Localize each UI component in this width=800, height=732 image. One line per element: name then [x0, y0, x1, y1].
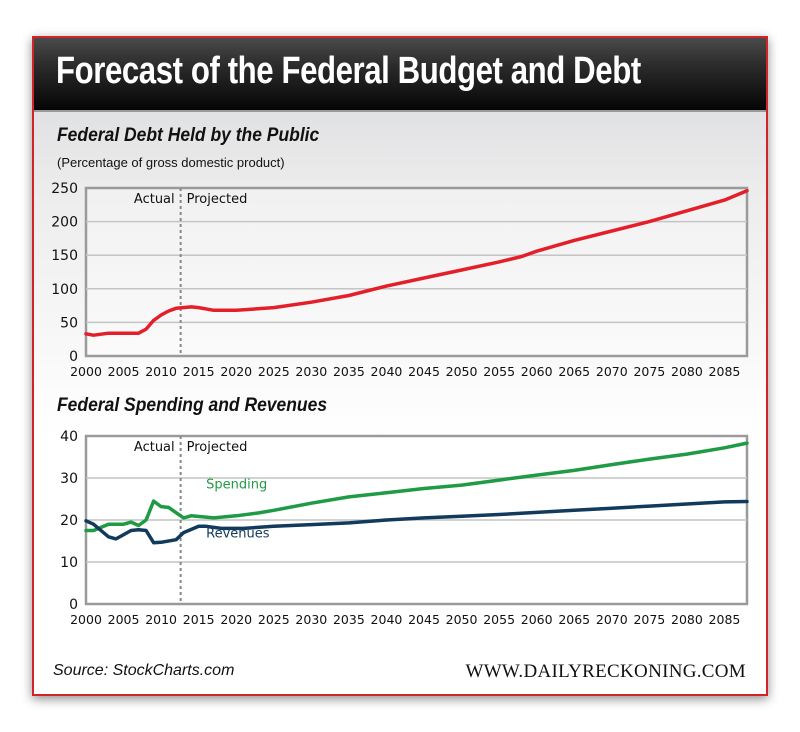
x-tick-label: 2080: [671, 364, 703, 379]
x-tick-label: 2060: [521, 612, 553, 627]
x-tick-label: 2075: [633, 364, 665, 379]
x-tick-label: 2015: [183, 364, 215, 379]
x-tick-label: 2020: [220, 612, 252, 627]
y-tick-label: 100: [51, 282, 78, 298]
spending-chart-title: Federal Spending and Revenues: [57, 395, 328, 416]
x-tick-label: 2045: [408, 364, 440, 379]
x-tick-label: 2025: [258, 364, 290, 379]
y-tick-label: 200: [51, 215, 78, 231]
actual-label: Actual: [134, 192, 175, 207]
x-tick-label: 2030: [295, 364, 327, 379]
y-tick-label: 250: [51, 181, 78, 197]
series-label-spending: Spending: [206, 478, 267, 493]
x-tick-label: 2070: [596, 612, 628, 627]
series-line-debt: [84, 188, 749, 337]
x-tick-label: 2000: [70, 612, 102, 627]
infographic-card: Forecast of the Federal Budget and Debt …: [32, 36, 768, 696]
source-text: Source: StockCharts.com: [53, 662, 235, 679]
y-tick-label: 50: [60, 315, 78, 331]
x-tick-label: 2005: [108, 364, 140, 379]
x-tick-label: 2025: [258, 612, 290, 627]
actual-label: Actual: [134, 440, 175, 455]
x-tick-label: 2080: [671, 612, 703, 627]
x-tick-label: 2040: [371, 612, 403, 627]
x-tick-label: 2070: [596, 364, 628, 379]
x-tick-label: 2065: [558, 364, 590, 379]
y-tick-label: 0: [69, 597, 78, 613]
x-tick-label: 2010: [145, 364, 177, 379]
x-tick-label: 2030: [295, 612, 327, 627]
x-tick-label: 2040: [371, 364, 403, 379]
y-tick-label: 0: [69, 349, 78, 365]
x-tick-label: 2045: [408, 612, 440, 627]
projected-label: Projected: [187, 440, 248, 455]
x-tick-label: 2065: [558, 612, 590, 627]
x-tick-label: 2085: [709, 364, 741, 379]
header-band: Forecast of the Federal Budget and Debt: [34, 38, 766, 112]
y-tick-label: 40: [60, 429, 78, 445]
y-tick-label: 20: [60, 513, 78, 529]
y-tick-label: 150: [51, 248, 78, 264]
x-tick-label: 2055: [483, 364, 515, 379]
x-tick-label: 2060: [521, 364, 553, 379]
x-tick-label: 2050: [446, 612, 478, 627]
debt-chart-subtitle: (Percentage of gross domestic product): [57, 155, 285, 170]
x-tick-label: 2020: [220, 364, 252, 379]
projected-label: Projected: [187, 192, 248, 207]
main-title: Forecast of the Federal Budget and Debt: [56, 50, 641, 92]
series-label-revenues: Revenues: [206, 527, 270, 542]
x-tick-label: 2075: [633, 612, 665, 627]
x-tick-label: 2035: [333, 364, 365, 379]
y-tick-label: 10: [60, 555, 78, 571]
x-tick-label: 2035: [333, 612, 365, 627]
site-url: WWW.DAILYRECKONING.COM: [465, 661, 746, 682]
x-tick-label: 2015: [183, 612, 215, 627]
x-tick-label: 2010: [145, 612, 177, 627]
debt-chart-title: Federal Debt Held by the Public: [57, 125, 320, 146]
x-tick-label: 2000: [70, 364, 102, 379]
plot-area: [84, 186, 749, 358]
x-tick-label: 2005: [108, 612, 140, 627]
x-tick-label: 2085: [709, 612, 741, 627]
y-tick-label: 30: [60, 471, 78, 487]
x-tick-label: 2055: [483, 612, 515, 627]
x-tick-label: 2050: [446, 364, 478, 379]
